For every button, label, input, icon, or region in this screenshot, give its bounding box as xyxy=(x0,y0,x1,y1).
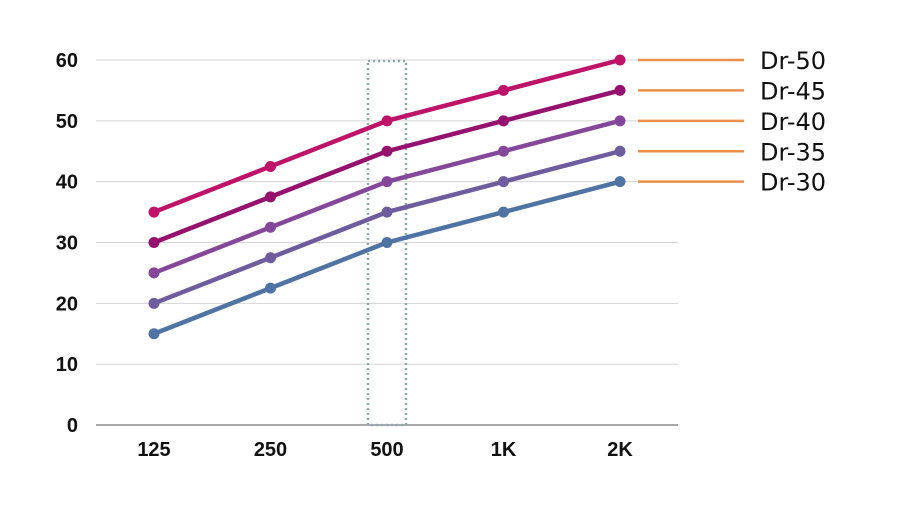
data-point-125 xyxy=(148,267,160,279)
series-line xyxy=(151,118,623,276)
data-point-1K xyxy=(498,176,509,188)
legend-item-dr-45: Dr-45 xyxy=(638,77,826,105)
data-point-250 xyxy=(265,191,276,203)
y-tick-label: 10 xyxy=(56,354,78,376)
series-line xyxy=(151,57,623,215)
y-axis-ticks: 0 10 20 30 40 50 60 xyxy=(56,50,78,437)
y-tick-label: 0 xyxy=(67,415,78,437)
data-point-250 xyxy=(265,221,276,233)
data-point-1K xyxy=(498,145,509,157)
legend-item-dr-35: Dr-35 xyxy=(638,138,826,166)
data-point-125 xyxy=(148,328,160,340)
data-point-500 xyxy=(381,145,393,157)
series-lines xyxy=(148,54,626,340)
x-tick-label: 250 xyxy=(254,439,287,461)
highlight-region xyxy=(366,59,408,427)
data-point-500 xyxy=(381,206,393,218)
data-point-2K xyxy=(614,84,626,96)
y-tick-label: 50 xyxy=(56,111,78,133)
data-point-1K xyxy=(498,206,509,218)
data-point-500 xyxy=(381,176,393,188)
data-point-125 xyxy=(148,206,160,218)
data-point-125 xyxy=(148,237,160,248)
y-tick-label: 60 xyxy=(56,50,78,72)
series-dr-40 xyxy=(148,115,626,279)
data-point-2K xyxy=(614,54,626,66)
x-axis-ticks: 125 250 500 1K 2K xyxy=(137,439,633,461)
legend-label: Dr-50 xyxy=(760,47,826,75)
series-line xyxy=(151,88,623,245)
series-dr-30 xyxy=(148,176,626,340)
x-tick-label: 125 xyxy=(137,439,170,461)
series-line xyxy=(151,149,623,306)
data-point-250 xyxy=(265,282,276,294)
legend-label: Dr-40 xyxy=(760,108,826,136)
data-point-1K xyxy=(498,115,509,127)
data-point-500 xyxy=(381,115,393,127)
data-point-1K xyxy=(498,84,509,96)
series-dr-45 xyxy=(148,84,626,248)
legend-item-dr-50: Dr-50 xyxy=(638,47,826,75)
legend-item-dr-30: Dr-30 xyxy=(638,169,826,197)
data-point-125 xyxy=(148,297,160,309)
x-tick-label: 500 xyxy=(370,439,403,461)
legend-item-dr-40: Dr-40 xyxy=(638,108,826,136)
y-tick-label: 30 xyxy=(56,233,78,255)
series-dr-35 xyxy=(148,145,626,309)
data-point-2K xyxy=(614,115,626,127)
series-line xyxy=(151,179,623,336)
data-point-500 xyxy=(381,237,393,248)
series-dr-50 xyxy=(148,54,626,218)
x-tick-label: 1K xyxy=(491,439,517,461)
legend-label: Dr-30 xyxy=(760,169,826,197)
legend-label: Dr-45 xyxy=(760,77,826,105)
highlight-box xyxy=(366,59,408,427)
data-point-2K xyxy=(614,176,626,188)
legend-label: Dr-35 xyxy=(760,138,826,166)
data-point-250 xyxy=(265,160,276,172)
x-tick-label: 2K xyxy=(607,439,633,461)
y-tick-label: 20 xyxy=(56,293,78,315)
data-point-250 xyxy=(265,252,276,264)
y-tick-label: 40 xyxy=(56,172,78,194)
data-point-2K xyxy=(614,145,626,157)
